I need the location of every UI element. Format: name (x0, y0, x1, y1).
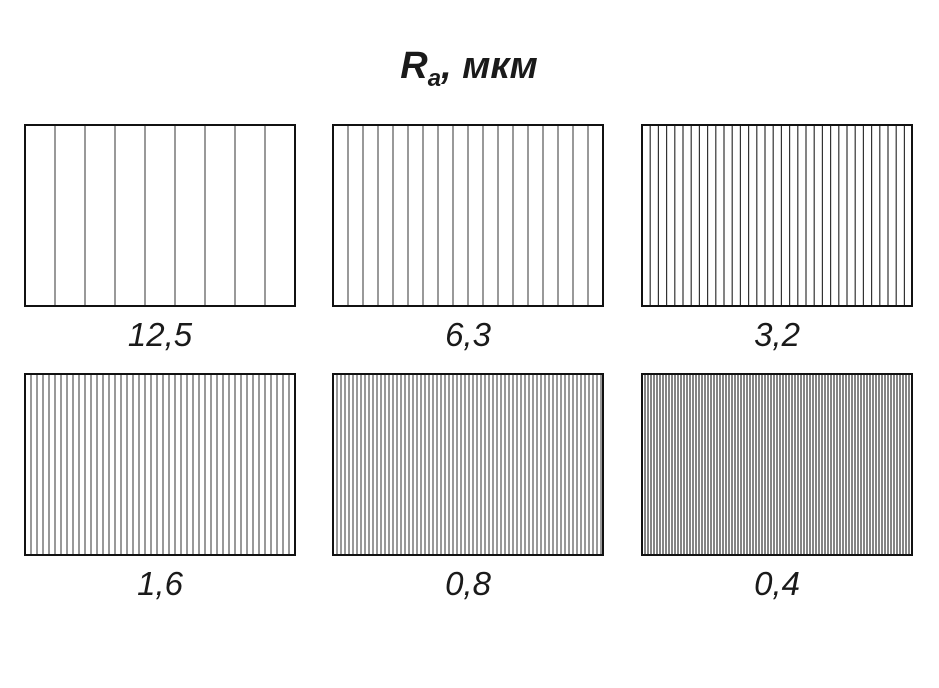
sample-frame (332, 124, 604, 307)
texture-sample (336, 374, 602, 555)
texture-sample (347, 125, 589, 306)
sample-label: 0,8 (445, 565, 492, 602)
texture-sample (649, 125, 906, 306)
sample-label: 0,4 (754, 565, 800, 602)
sample-frame (641, 373, 913, 556)
sample-frame (332, 373, 604, 556)
title: Ra, мкм (400, 45, 537, 92)
texture-sample (54, 125, 266, 306)
title-symbol: R (400, 45, 428, 87)
title-unit: , мкм (440, 45, 538, 87)
sample-frame (641, 124, 913, 307)
sample-frame (24, 124, 296, 307)
sample-label: 3,2 (754, 316, 800, 353)
sample-label: 12,5 (128, 316, 193, 353)
sample-label: 1,6 (137, 565, 184, 602)
sample-label: 6,3 (445, 316, 492, 353)
texture-sample (644, 374, 910, 555)
texture-sample (30, 374, 290, 555)
sample-frame (24, 373, 296, 556)
title-subscript: a (428, 65, 441, 92)
